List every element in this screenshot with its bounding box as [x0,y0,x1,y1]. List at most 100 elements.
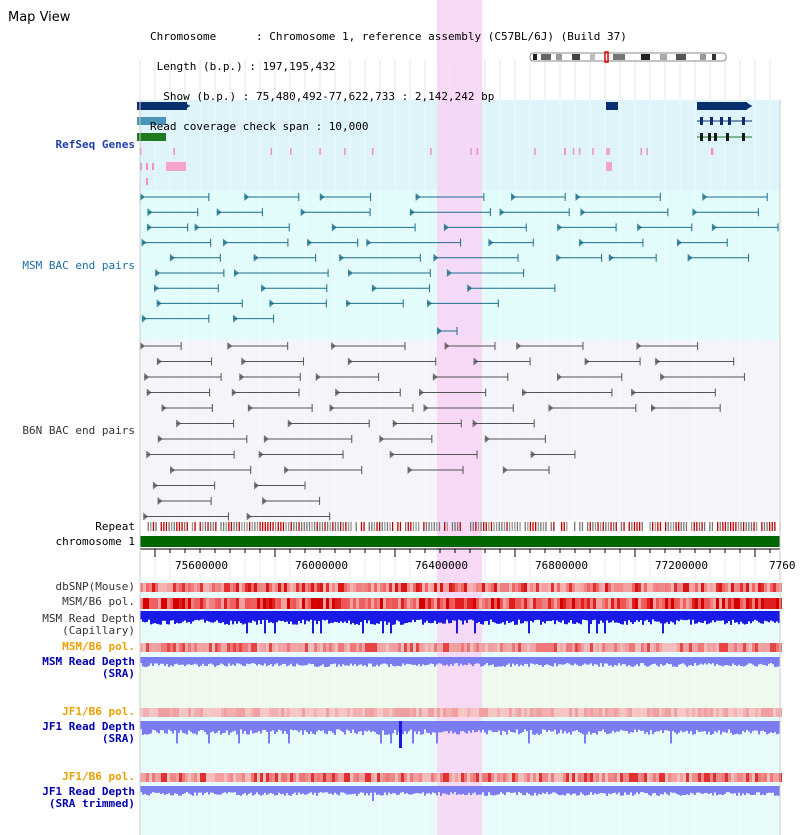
depth-bar [606,786,608,796]
heat-cell [554,598,557,609]
repeat-mark [488,522,490,531]
depth-bar [770,657,772,664]
heat-cell [644,773,647,782]
gene-arrow [160,117,166,125]
heat-cell [413,583,416,592]
depth-bar [440,786,442,796]
depth-bar [150,657,152,664]
depth-bar [160,657,162,664]
depth-bar [474,611,476,634]
heat-cell [650,598,653,609]
heat-cell [197,583,200,592]
heat-cell [434,598,437,609]
bac-end-arrow [347,357,353,366]
depth-bar [246,611,248,634]
heat-cell [524,598,527,609]
heat-cell [344,708,347,717]
depth-bar [432,786,434,793]
heat-cell [719,643,722,652]
heat-cell [161,643,164,652]
depth-bar [384,721,386,735]
heat-cell [323,708,326,717]
track-label-dbsnp[interactable]: dbSNP(Mouse) [55,580,135,593]
depth-bar [144,611,146,623]
track-label-msm-depth-capillary[interactable]: MSM Read Depth (Capillary) [42,612,135,637]
depth-bar [230,611,232,621]
depth-bar [648,786,650,795]
depth-bar [312,786,314,795]
depth-bar [544,611,546,624]
heat-cell [344,643,347,652]
est-mark [572,148,575,155]
heat-cell [143,773,146,782]
track-label-msm-bac[interactable]: MSM BAC end pairs [22,259,135,272]
depth-bar [218,721,220,731]
depth-bar [190,611,192,624]
depth-bar [322,611,324,620]
depth-bar [724,657,726,666]
track-label-jf1-b6-pol[interactable]: JF1/B6 pol. [62,705,135,718]
depth-bar [250,721,252,731]
depth-bar [458,786,460,795]
depth-bar [750,657,752,664]
est-mark [608,148,610,155]
heat-cell [440,708,443,717]
heat-cell [290,643,293,652]
track-label-jf1-depth-trimmed[interactable]: JF1 Read Depth (SRA trimmed) [42,785,135,810]
heat-cell [338,643,341,652]
depth-bar [654,786,656,794]
depth-bar [486,611,488,621]
track-label-jf1-depth-sra[interactable]: JF1 Read Depth (SRA) [42,720,135,745]
heat-cell [728,708,731,717]
track-label-b6n-bac[interactable]: B6N BAC end pairs [22,424,135,437]
depth-bar [354,721,356,733]
depth-bar [476,611,478,624]
depth-bar [708,657,710,664]
heat-cell [386,708,389,717]
heat-cell [623,583,626,592]
depth-bar [184,786,186,794]
depth-bar [428,611,430,623]
depth-bar [218,611,220,623]
depth-bar [266,721,268,732]
heat-cell [521,643,524,652]
heat-cell [206,708,209,717]
repeat-mark [405,522,407,531]
heat-cell [659,643,662,652]
heat-cell [545,643,548,652]
track-label-msm-b6-pol-2[interactable]: MSM/B6 pol. [62,640,135,653]
heat-cell [500,643,503,652]
bac-end-arrow [315,373,321,381]
depth-bar [488,786,490,793]
depth-bar [446,657,448,665]
heat-cell [731,708,734,717]
bac-end-arrow [660,373,666,381]
heat-cell [419,643,422,652]
depth-bar [180,786,182,796]
heat-cell [662,598,665,609]
heat-cell [512,708,515,717]
heat-cell [638,598,641,609]
track-label-msm-depth-sra[interactable]: MSM Read Depth (SRA) [42,655,135,680]
depth-bar [470,657,472,665]
depth-bar [300,721,302,731]
depth-bar [152,786,154,793]
bac-end-arrow [516,342,522,350]
depth-bar [638,611,640,622]
heat-cell [770,708,773,717]
depth-bar [250,657,252,664]
heat-cell [539,773,542,782]
track-label-refseq-genes[interactable]: RefSeq Genes [55,138,135,151]
depth-bar [744,657,746,667]
heat-cell [458,708,461,717]
track-label-msm-b6-pol[interactable]: MSM/B6 pol. [62,595,135,608]
depth-bar [304,611,306,625]
track-label-jf1-b6-pol-2[interactable]: JF1/B6 pol. [62,770,135,783]
repeat-mark [527,522,529,531]
heat-cell [302,773,305,782]
heat-cell [563,643,566,652]
depth-bar [256,657,258,666]
heat-cell [182,708,185,717]
heat-cell [347,708,350,717]
